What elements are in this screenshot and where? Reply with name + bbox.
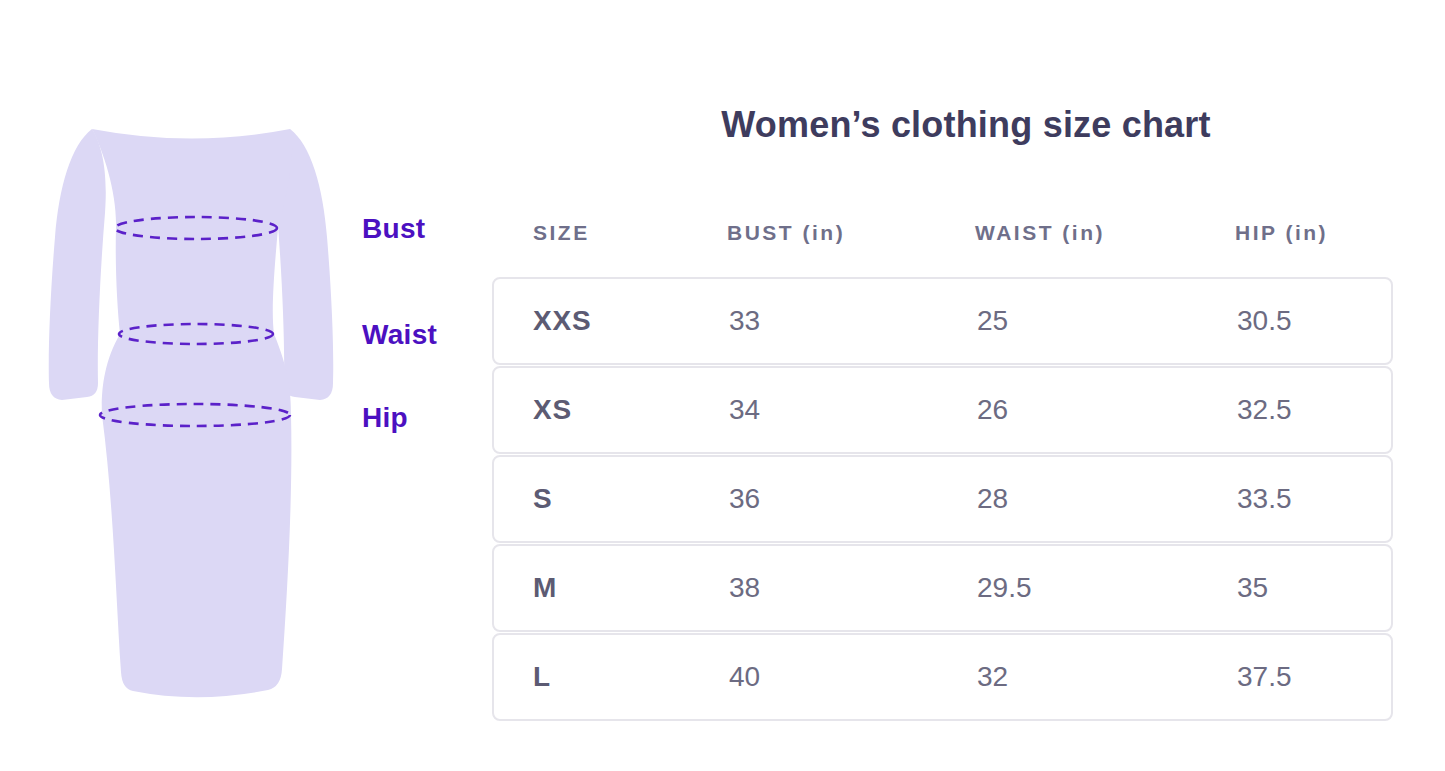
size-cell: S <box>494 483 729 515</box>
dress-illustration <box>40 115 352 701</box>
table-header-row: SIZE BUST (in) WAIST (in) HIP (in) <box>492 219 1393 247</box>
column-header-size: SIZE <box>492 221 727 245</box>
table-row: XS 34 26 32.5 <box>492 366 1393 454</box>
column-header-hip: HIP (in) <box>1235 221 1393 245</box>
size-cell: XXS <box>494 305 729 337</box>
table-row: L 40 32 37.5 <box>492 633 1393 721</box>
size-cell: M <box>494 572 729 604</box>
dress-left-sleeve-shape <box>49 129 106 400</box>
size-table: XXS 33 25 30.5 XS 34 26 32.5 S 36 28 33.… <box>492 277 1393 722</box>
column-header-waist: WAIST (in) <box>975 221 1235 245</box>
hip-cell: 35 <box>1237 572 1391 604</box>
waist-cell: 29.5 <box>977 572 1237 604</box>
size-cell: L <box>494 661 729 693</box>
bust-cell: 40 <box>729 661 977 693</box>
hip-cell: 33.5 <box>1237 483 1391 515</box>
waist-cell: 26 <box>977 394 1237 426</box>
hip-cell: 32.5 <box>1237 394 1391 426</box>
hip-label: Hip <box>362 402 408 434</box>
size-chart-infographic: Bust Waist Hip Women’s clothing size cha… <box>0 0 1445 771</box>
bust-cell: 34 <box>729 394 977 426</box>
table-row: XXS 33 25 30.5 <box>492 277 1393 365</box>
waist-cell: 25 <box>977 305 1237 337</box>
size-cell: XS <box>494 394 729 426</box>
hip-cell: 30.5 <box>1237 305 1391 337</box>
column-header-bust: BUST (in) <box>727 221 975 245</box>
dress-body-shape <box>92 129 292 697</box>
waist-cell: 28 <box>977 483 1237 515</box>
hip-cell: 37.5 <box>1237 661 1391 693</box>
table-row: S 36 28 33.5 <box>492 455 1393 543</box>
waist-label: Waist <box>362 319 437 351</box>
bust-label: Bust <box>362 213 425 245</box>
waist-cell: 32 <box>977 661 1237 693</box>
table-row: M 38 29.5 35 <box>492 544 1393 632</box>
bust-cell: 33 <box>729 305 977 337</box>
bust-cell: 38 <box>729 572 977 604</box>
bust-cell: 36 <box>729 483 977 515</box>
page-title: Women’s clothing size chart <box>492 104 1393 146</box>
